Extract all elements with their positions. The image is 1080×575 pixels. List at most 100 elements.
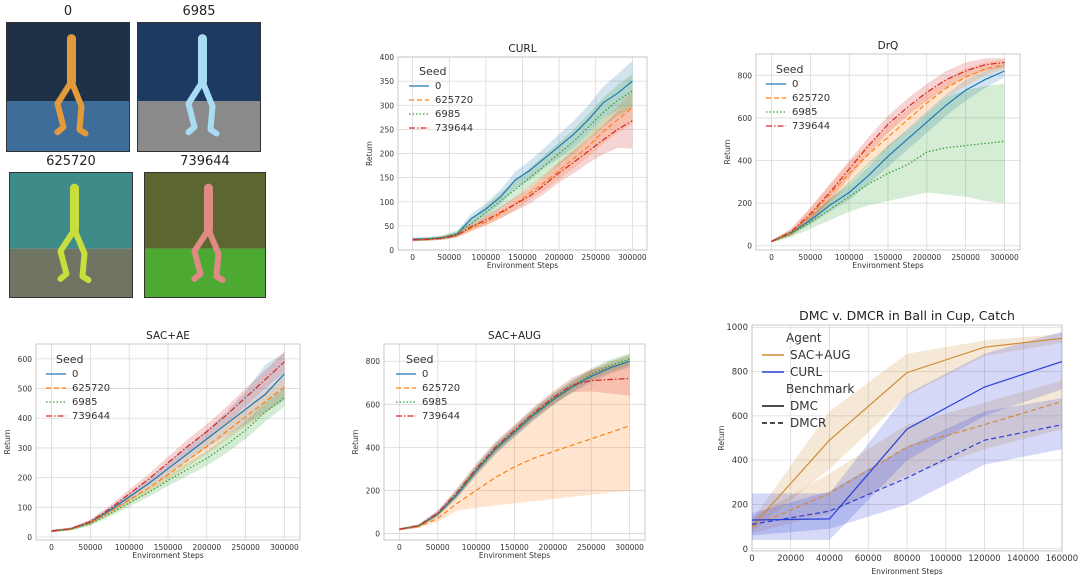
x-tick-label: 0 bbox=[749, 554, 754, 564]
legend-label: 0 bbox=[72, 369, 78, 380]
series-line bbox=[399, 358, 630, 530]
x-tick-label: 250000 bbox=[577, 543, 606, 552]
legend: Seed 0 625720 6985 739644 bbox=[766, 63, 830, 132]
legend-label: 625720 bbox=[422, 383, 460, 394]
x-tick-label: 0 bbox=[410, 253, 415, 262]
confidence-band bbox=[399, 354, 630, 531]
legend-title: Agent bbox=[786, 331, 822, 345]
y-tick-label: 100 bbox=[380, 198, 395, 207]
plot-frame bbox=[397, 56, 648, 251]
x-axis-label: Environment Steps bbox=[852, 261, 923, 270]
y-axis-label: Return bbox=[723, 139, 732, 164]
chart-title: SAC+AUG bbox=[488, 330, 541, 342]
legend-label: 6985 bbox=[435, 109, 460, 120]
x-tick-label: 20000 bbox=[777, 554, 804, 564]
y-tick-label: 0 bbox=[389, 246, 394, 255]
series-line bbox=[51, 361, 285, 532]
x-tick-label: 100000 bbox=[462, 543, 491, 552]
y-tick-label: 400 bbox=[732, 456, 748, 466]
x-tick-label: 300000 bbox=[270, 543, 299, 552]
x-tick-label: 40000 bbox=[816, 554, 843, 564]
y-tick-label: 200 bbox=[738, 199, 753, 208]
y-tick-label: 0 bbox=[27, 533, 32, 542]
y-tick-label: 600 bbox=[18, 355, 33, 364]
x-tick-label: 150000 bbox=[874, 253, 903, 262]
legend-label: 739644 bbox=[435, 123, 473, 134]
y-axis-label: Return bbox=[365, 141, 374, 166]
walker-right-leg bbox=[199, 78, 220, 137]
y-tick-label: 600 bbox=[366, 400, 381, 409]
legend-label: 0 bbox=[435, 81, 441, 92]
y-tick-label: 200 bbox=[18, 474, 33, 483]
y-tick-label: 0 bbox=[375, 530, 380, 539]
confidence-band bbox=[399, 361, 630, 531]
legend-label: 0 bbox=[792, 79, 798, 90]
plot-area bbox=[397, 56, 648, 251]
x-tick-label: 200000 bbox=[193, 543, 222, 552]
y-tick-label: 50 bbox=[384, 222, 394, 231]
thumbnail-seed-0: 0 bbox=[6, 4, 130, 152]
floor bbox=[7, 101, 129, 151]
plot-frame bbox=[35, 343, 301, 541]
chart-title: SAC+AE bbox=[146, 330, 190, 342]
walker-render-image bbox=[137, 22, 261, 152]
x-tick-label: 100000 bbox=[930, 554, 962, 564]
y-axis-label: Return bbox=[3, 429, 12, 454]
x-tick-label: 200000 bbox=[913, 253, 942, 262]
y-tick-label: 0 bbox=[743, 545, 748, 555]
y-tick-label: 600 bbox=[738, 114, 753, 123]
x-tick-label: 300000 bbox=[618, 253, 647, 262]
confidence-band bbox=[51, 352, 285, 533]
x-tick-label: 80000 bbox=[893, 554, 920, 564]
chart-title: DMC v. DMCR in Ball in Cup, Catch bbox=[799, 308, 1015, 323]
x-axis-label: Environment Steps bbox=[487, 261, 558, 270]
y-tick-label: 150 bbox=[380, 174, 395, 183]
y-tick-label: 400 bbox=[380, 53, 395, 62]
x-tick-label: 50000 bbox=[437, 253, 461, 262]
x-axis-label: Environment Steps bbox=[871, 567, 942, 575]
legend-label: CURL bbox=[790, 365, 823, 379]
legend: Seed 0 625720 6985 739644 bbox=[396, 353, 460, 422]
chart-title: CURL bbox=[508, 43, 536, 55]
chart-title: DrQ bbox=[878, 40, 899, 52]
walker-left-leg bbox=[191, 226, 212, 282]
thumbnail-label: 6985 bbox=[182, 4, 216, 19]
series-line bbox=[751, 424, 1063, 525]
confidence-band bbox=[399, 355, 630, 531]
walker-right-leg bbox=[68, 78, 89, 137]
y-tick-label: 200 bbox=[366, 486, 381, 495]
thumbnail-label: 739644 bbox=[180, 154, 230, 169]
confidence-band bbox=[752, 380, 1062, 534]
series-line bbox=[751, 361, 1063, 521]
legend-label: 739644 bbox=[422, 411, 460, 422]
series-line bbox=[399, 360, 630, 530]
x-tick-label: 300000 bbox=[615, 543, 644, 552]
plot-area bbox=[383, 343, 646, 541]
legend-label: 6985 bbox=[72, 397, 97, 408]
x-tick-label: 0 bbox=[49, 543, 54, 552]
walker-render-image bbox=[6, 22, 130, 152]
walker-right-leg bbox=[205, 226, 226, 284]
thumbnail-seed-6985: 6985 bbox=[137, 4, 261, 152]
legend-label: 0 bbox=[422, 369, 428, 380]
x-tick-label: 140000 bbox=[1007, 554, 1039, 564]
x-tick-label: 100000 bbox=[472, 253, 501, 262]
x-tick-label: 50000 bbox=[426, 543, 450, 552]
floor bbox=[10, 248, 132, 297]
series-line bbox=[771, 64, 1005, 243]
plot-area bbox=[35, 343, 301, 541]
floor bbox=[145, 248, 265, 297]
confidence-band bbox=[752, 331, 1062, 540]
series-line bbox=[51, 397, 285, 532]
thumbnail-label: 625720 bbox=[46, 154, 96, 169]
legend: Agent SAC+AUG CURL Benchmark DMC DMCR bbox=[762, 331, 854, 430]
legend-title: Seed bbox=[56, 353, 84, 366]
x-tick-label: 250000 bbox=[231, 543, 260, 552]
x-tick-label: 150000 bbox=[154, 543, 183, 552]
y-tick-label: 0 bbox=[747, 242, 752, 251]
thumbnail-seed-625720: 625720 bbox=[9, 154, 133, 298]
legend-title: Benchmark bbox=[786, 382, 854, 396]
legend-label: DMC bbox=[790, 399, 818, 413]
plot-frame bbox=[751, 324, 1063, 552]
